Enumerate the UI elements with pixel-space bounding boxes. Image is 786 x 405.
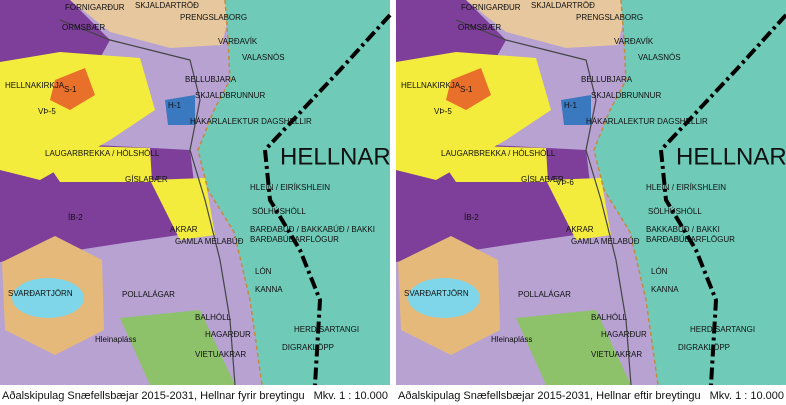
place-label: BARÐABÚÐ / BAKKABÚÐ / BAKKI: [250, 225, 375, 234]
place-label: S-1: [460, 85, 473, 94]
place-label: SKJALDARTRÖÐ: [531, 1, 595, 10]
place-label: SVARÐARTJÖRN: [8, 289, 73, 298]
place-label: LAUGARBREKKA / HÓLSHÓLL: [441, 149, 556, 158]
place-label: SÖLHÚSHÓLL: [252, 207, 306, 216]
place-label: HELLNAKIRKJA: [5, 81, 65, 90]
place-label: ORMSBÆR: [62, 23, 105, 32]
place-label: BALHÓLL: [591, 313, 628, 322]
place-label: FORNIGARÐUR: [65, 3, 125, 12]
place-label: VARÐAVÍK: [614, 37, 654, 46]
place-label: VIETUAKRAR: [195, 350, 246, 359]
place-label: BELLUBJARA: [581, 75, 633, 84]
place-label: BALHÓLL: [195, 313, 232, 322]
place-label: AKRAR: [170, 225, 198, 234]
place-label: KANNA: [255, 285, 283, 294]
place-label: SKJALDBRUNNUR: [195, 91, 265, 100]
scale: Mkv. 1 : 10.000: [314, 390, 388, 402]
place-label: HAGARÐUR: [205, 330, 251, 339]
place-label: SVARÐARTJÖRN: [404, 289, 469, 298]
place-label: GÍSLABÆR: [521, 175, 564, 184]
place-label: POLLALÁGAR: [122, 290, 175, 299]
place-label: BARÐABÚÐARFLÖGUR: [250, 235, 339, 244]
place-label: SKJALDBRUNNUR: [591, 91, 661, 100]
place-label: VARÐAVÍK: [218, 37, 258, 46]
place-label: VIETUAKRAR: [591, 350, 642, 359]
caption: Aðalskipulag Snæfellsbæjar 2015-2031, He…: [2, 390, 305, 402]
place-label: DIGRAKLÖPP: [678, 343, 730, 352]
place-label: HELLNAKIRKJA: [401, 81, 461, 90]
place-label: GÍSLABÆR: [125, 175, 168, 184]
scale: Mkv. 1 : 10.000: [710, 390, 784, 402]
place-label: BAKKABÚÐ / BAKKI: [646, 225, 720, 234]
place-label: H-1: [564, 101, 577, 110]
place-label: POLLALÁGAR: [518, 290, 571, 299]
place-label: Hleinapláss: [491, 335, 532, 344]
place-label: SÖLHÚSHÓLL: [648, 207, 702, 216]
place-label: ÍB-2: [68, 213, 83, 222]
place-label: LAUGARBREKKA / HÓLSHÓLL: [45, 149, 160, 158]
place-label: LÓN: [651, 267, 668, 276]
place-label: HAGARÐUR: [601, 330, 647, 339]
place-label: DIGRAKLÖPP: [282, 343, 334, 352]
place-label: VÞ-5: [38, 107, 56, 116]
place-label: FORNIGARÐUR: [461, 3, 521, 12]
place-label: HERDÍSARTANGI: [690, 325, 755, 334]
place-label: PRENGSLABORG: [576, 13, 643, 22]
place-label: HLEIN / EIRÍKSHLEIN: [250, 183, 330, 192]
place-label: BARÐABÚÐARFLÖGUR: [646, 235, 735, 244]
place-label: KANNA: [651, 285, 679, 294]
place-label: HÁKARLALEKTUR DAGSHELLIR: [190, 117, 312, 126]
area-title: HELLNAR: [280, 143, 391, 170]
place-label: GAMLA MELABÚÐ: [571, 237, 640, 246]
area-title: HELLNAR: [676, 143, 786, 170]
place-label: GAMLA MELABÚÐ: [175, 237, 244, 246]
place-label: BELLUBJARA: [185, 75, 237, 84]
place-label: ÍB-2: [464, 213, 479, 222]
place-label: HÁKARLALEKTUR DAGSHELLIR: [586, 117, 708, 126]
place-label: VÞ-6: [556, 178, 574, 187]
caption: Aðalskipulag Snæfellsbæjar 2015-2031, He…: [398, 390, 701, 402]
place-label: HLEIN / EIRÍKSHLEIN: [646, 183, 726, 192]
place-label: PRENGSLABORG: [180, 13, 247, 22]
place-label: VÞ-5: [434, 107, 452, 116]
place-label: VALASNÓS: [242, 53, 285, 62]
place-label: H-1: [168, 101, 181, 110]
place-label: AKRAR: [566, 225, 594, 234]
place-label: Hleinapláss: [95, 335, 136, 344]
place-label: LÓN: [255, 267, 272, 276]
place-label: ORMSBÆR: [458, 23, 501, 32]
place-label: HERDÍSARTANGI: [294, 325, 359, 334]
place-label: S-1: [64, 85, 77, 94]
place-label: VALASNÓS: [638, 53, 681, 62]
place-label: SKJALDARTRÖÐ: [135, 1, 199, 10]
